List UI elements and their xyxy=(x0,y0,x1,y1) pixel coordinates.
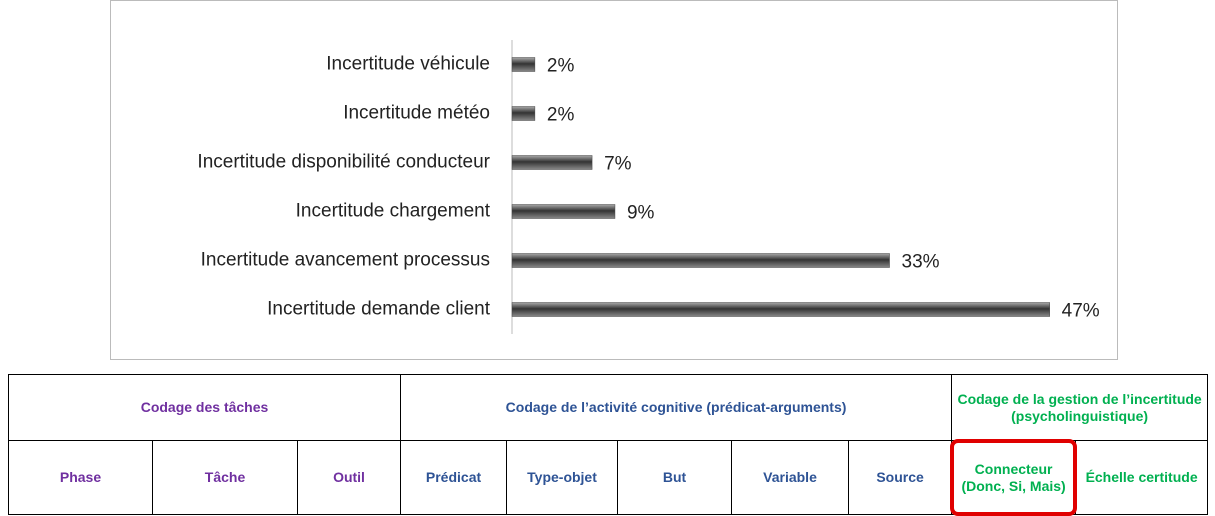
category-label: Incertitude véhicule xyxy=(326,54,490,75)
column-header: Prédicat xyxy=(400,440,508,515)
group-header: Codage de l’activité cognitive (prédicat… xyxy=(400,374,953,441)
bar xyxy=(511,106,536,121)
column-header: Source xyxy=(848,440,953,515)
column-header: Phase xyxy=(8,440,153,515)
column-header: But xyxy=(617,440,733,515)
column-header: Type-objet xyxy=(506,440,619,515)
category-label: Incertitude demande client xyxy=(267,299,491,320)
column-header: Variable xyxy=(731,440,850,515)
coding-table: Codage des tâches Codage de l’activité c… xyxy=(7,374,1209,516)
category-label: Incertitude météo xyxy=(343,103,490,124)
bar xyxy=(511,155,593,170)
value-label: 2% xyxy=(547,105,575,126)
bar xyxy=(511,57,536,72)
column-header: Échelle certitude xyxy=(1075,440,1209,515)
category-label: Incertitude avancement processus xyxy=(201,250,490,271)
category-label: Incertitude chargement xyxy=(296,201,491,222)
value-label: 2% xyxy=(547,56,575,77)
bar xyxy=(511,302,1050,317)
column-header: Tâche xyxy=(152,440,298,515)
value-label: 47% xyxy=(1062,301,1100,322)
bar xyxy=(511,253,890,268)
chart-frame xyxy=(110,0,1118,360)
column-header: Connecteur (Donc, Si, Mais) xyxy=(950,439,1078,516)
group-header: Codage de la gestion de l’incertitude (p… xyxy=(951,374,1209,441)
value-label: 9% xyxy=(627,203,655,224)
category-label: Incertitude disponibilité conducteur xyxy=(197,152,490,173)
bar xyxy=(511,204,616,219)
group-header: Codage des tâches xyxy=(7,374,402,441)
column-header: Outil xyxy=(296,440,402,515)
value-label: 7% xyxy=(604,154,632,175)
value-label: 33% xyxy=(902,252,940,273)
chart: Incertitude véhicule 2% Incertitude météo 2… xyxy=(110,0,1118,360)
